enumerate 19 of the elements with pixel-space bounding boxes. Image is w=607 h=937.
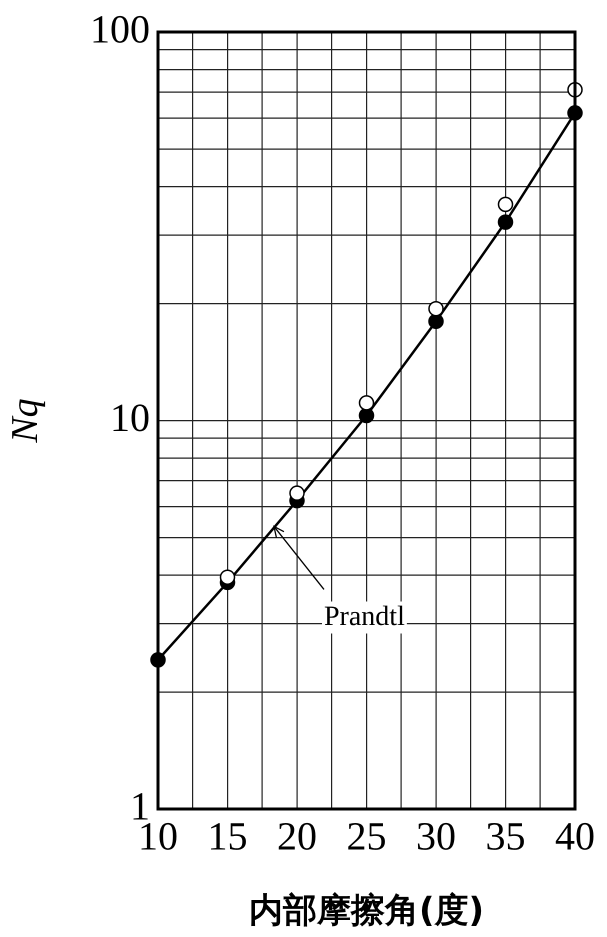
x-axis-title: 内部摩擦角(度) xyxy=(248,890,484,930)
y-tick-label: 100 xyxy=(90,6,150,52)
x-tick-label: 15 xyxy=(208,814,248,858)
x-tick-label: 20 xyxy=(277,814,317,858)
point xyxy=(358,408,374,424)
point xyxy=(428,314,444,330)
x-tick-label: 30 xyxy=(416,814,456,858)
annotation: Prandtl xyxy=(324,600,406,632)
point xyxy=(289,485,305,501)
x-tick-label: 35 xyxy=(486,814,526,858)
point xyxy=(498,196,514,212)
x-tick-label: 25 xyxy=(346,814,386,858)
y-axis-title: Nq xyxy=(4,398,46,444)
point xyxy=(358,395,374,411)
y-tick-label: 10 xyxy=(110,395,150,440)
x-tick-label: 40 xyxy=(555,814,595,858)
point xyxy=(428,300,444,316)
point xyxy=(220,569,236,585)
point xyxy=(498,214,514,230)
